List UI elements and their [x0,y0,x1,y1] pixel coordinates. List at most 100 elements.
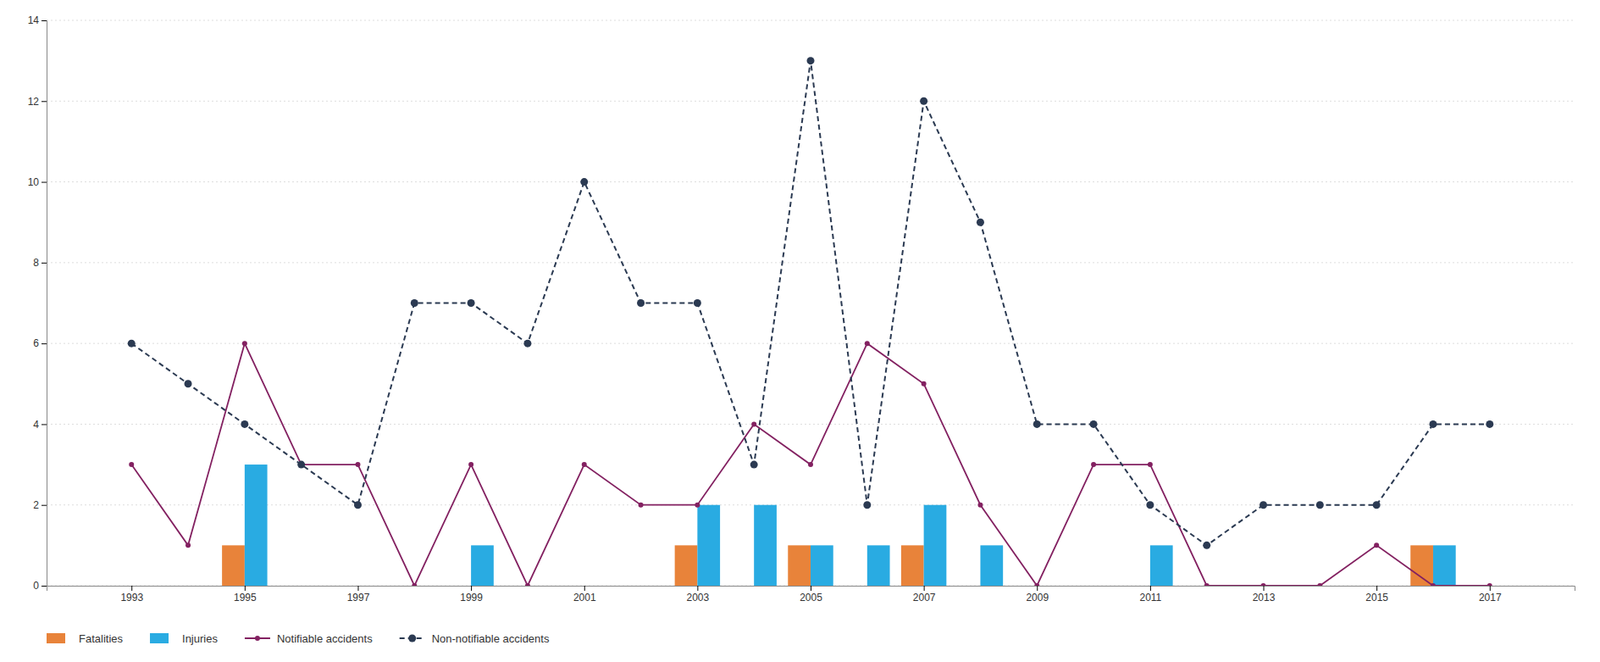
line-marker [807,56,815,65]
line-marker [354,461,360,467]
bar [979,544,1003,586]
line-marker [1430,582,1436,586]
bar [1184,585,1207,587]
x-axis-tick: 2013 [1252,585,1276,604]
line-marker [467,298,476,307]
legend-swatch [46,632,66,643]
line-marker [693,298,702,307]
x-axis-tick-mark [697,585,698,591]
bar [244,464,268,586]
line-marker [863,500,871,509]
bar [131,585,155,587]
x-axis-tick-mark [810,585,812,591]
x-axis-tick-label: 2003 [686,591,710,604]
y-axis-tick-mark [41,504,47,506]
line-marker [1261,582,1267,586]
bar [188,585,211,587]
y-axis-tick: 12 [27,95,47,108]
line-marker [354,500,362,509]
x-axis-tick-mark [1263,585,1265,591]
y-axis: 02468101214 [27,14,48,592]
y-axis-tick-label: 0 [33,579,39,592]
line-marker [185,542,191,548]
x-axis-tick: 2005 [799,585,823,604]
line-marker [977,502,983,508]
bar [448,585,471,587]
x-axis-tick-label: 1997 [347,591,371,604]
line-marker [808,461,814,467]
bar [221,544,245,586]
line-marker [240,420,249,428]
x-axis-tick: 2015 [1365,585,1389,604]
x-axis-tick-label: 2017 [1478,591,1502,604]
line-marker [1317,582,1323,586]
line-marker [1090,420,1098,428]
chart-container: 1993199519971999200120032005200720092011… [0,0,1600,662]
chart-svg: 1993199519971999200120032005200720092011… [0,0,1600,662]
bar [1353,585,1377,587]
line-marker [411,582,417,586]
bar [810,544,834,586]
bar [335,585,359,587]
legend-item: Non-notifiable accidents [399,631,550,645]
x-axis-tick-label: 2001 [573,591,597,604]
bar [165,585,189,587]
x-axis-tick-mark [131,585,133,591]
line-marker [1146,500,1154,509]
x-axis-line [47,586,1576,592]
y-axis-tick: 6 [33,337,47,349]
line-marker [580,177,588,186]
y-grid-line [46,181,1575,183]
line-marker [921,381,927,387]
x-axis-tick: 1999 [459,585,483,604]
x-axis-tick-mark [1036,585,1038,591]
legend-label: Notifiable accidents [276,631,373,645]
legend-marker [408,634,416,643]
y-axis-tick-label: 12 [27,95,40,108]
y-axis-tick-label: 8 [33,256,39,269]
y-axis-tick: 2 [33,498,47,511]
legend-item: Notifiable accidents [244,631,373,645]
line-marker [864,340,870,346]
x-axis-tick: 2007 [913,585,936,604]
legend-label: Fatalities [78,631,124,645]
grid [46,20,1575,586]
line-marker [1090,461,1097,467]
line-marker [919,97,928,106]
y-axis-tick-mark [41,585,47,587]
x-axis-tick-mark [1489,585,1491,591]
line-marker [468,461,474,467]
x-axis-tick-mark [357,585,359,591]
y-axis-line [41,21,48,587]
x-axis-tick-mark [470,585,472,591]
legend-label: Injuries [182,631,218,645]
bar [1127,585,1151,587]
line [131,343,1490,586]
bar [301,585,325,587]
y-axis-tick-label: 10 [27,176,40,189]
bar [867,544,891,586]
line-marker [1147,461,1153,467]
y-grid-line [46,261,1575,263]
x-axis-tick-mark [1376,585,1378,591]
bar [844,585,868,587]
line-marker [410,298,419,307]
line-marker [1373,542,1379,548]
x-axis-tick-mark [924,585,925,591]
legend: Fatalities Injuries Notifiable accidents No… [46,631,550,645]
line-marker [1428,420,1437,428]
bar [675,544,698,586]
x-axis-tick-label: 2009 [1025,591,1049,604]
line-marker [1202,541,1211,549]
bar [1376,585,1400,587]
line-marker [976,218,985,227]
bar-series [244,464,1457,586]
line-marker [1487,582,1493,586]
bar [1070,585,1094,587]
line-marker [638,502,644,508]
y-axis-tick-mark [41,262,47,264]
x-axis-tick-mark [1150,585,1152,591]
line-marker [128,461,134,467]
y-axis-tick-mark [41,343,47,344]
bar-series [221,544,1434,586]
